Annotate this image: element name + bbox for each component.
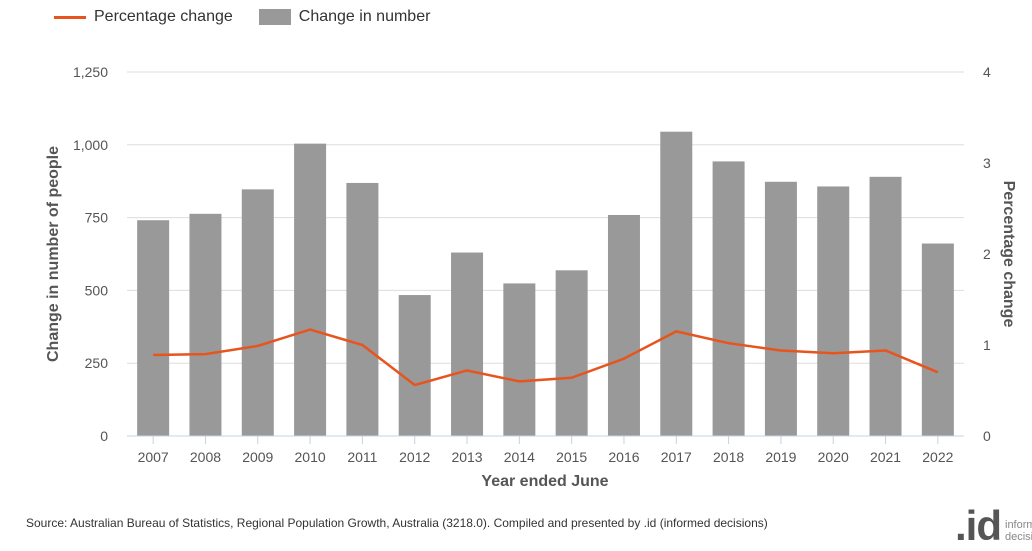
combo-chart: 0 250 500 750 1,000 1,250 0 1 2 3 4 2007 2008 2009 201… <box>45 64 1017 490</box>
x-tick-label: 2012 <box>399 449 430 465</box>
logo-text-line-2: decisi <box>1005 531 1032 543</box>
legend-label-percentage-change: Percentage change <box>94 8 233 25</box>
id-logo[interactable]: .id inform decisi <box>955 505 1032 547</box>
bar[interactable] <box>921 243 954 436</box>
x-tick-label: 2019 <box>765 449 796 465</box>
legend-item-percentage-change[interactable]: Percentage change <box>54 8 233 26</box>
x-axis-title: Year ended June <box>481 473 608 490</box>
y2-tick-label: 1 <box>983 337 991 353</box>
chart-legend: Percentage change Change in number <box>54 8 430 26</box>
y2-tick-label: 3 <box>983 155 991 171</box>
bar[interactable] <box>241 189 274 436</box>
bar[interactable] <box>503 283 536 436</box>
logo-text-line-1: inform <box>1005 519 1032 531</box>
logo-text: inform decisi <box>1005 519 1032 543</box>
x-tick-label: 2021 <box>870 449 901 465</box>
bar[interactable] <box>294 143 327 436</box>
x-tick-label: 2018 <box>713 449 744 465</box>
y-tick-label: 500 <box>85 282 109 298</box>
bar[interactable] <box>451 252 484 436</box>
x-tick-label: 2020 <box>818 449 849 465</box>
legend-line-swatch <box>54 15 86 19</box>
bar[interactable] <box>607 214 640 436</box>
line-series <box>153 328 939 387</box>
y-tick-label: 0 <box>100 428 108 444</box>
x-tick-label: 2008 <box>190 449 221 465</box>
x-tick-label: 2022 <box>922 449 953 465</box>
percentage-change-line[interactable] <box>153 328 939 387</box>
bar[interactable] <box>660 131 693 437</box>
y2-tick-label: 4 <box>983 64 991 80</box>
bar[interactable] <box>189 213 222 436</box>
bar-series <box>137 131 954 437</box>
x-tick-label: 2007 <box>138 449 169 465</box>
source-note: Source: Australian Bureau of Statistics,… <box>26 516 768 530</box>
bar[interactable] <box>764 181 797 436</box>
x-tick-label: 2009 <box>242 449 273 465</box>
bar[interactable] <box>555 270 588 436</box>
x-tick-label: 2014 <box>504 449 535 465</box>
axes: 0 250 500 750 1,000 1,250 0 1 2 3 4 2007 2008 2009 201… <box>73 64 991 465</box>
y2-tick-label: 0 <box>983 428 991 444</box>
bar[interactable] <box>712 161 745 436</box>
x-tick-label: 2016 <box>608 449 639 465</box>
legend-item-change-in-number[interactable]: Change in number <box>258 8 431 26</box>
bar[interactable] <box>137 220 170 436</box>
logo-mark: .id <box>955 502 1002 549</box>
x-tick-label: 2015 <box>556 449 587 465</box>
bar[interactable] <box>398 295 431 436</box>
bar[interactable] <box>817 186 850 436</box>
y-tick-label: 750 <box>85 210 109 226</box>
bar[interactable] <box>346 182 379 436</box>
x-tick-label: 2013 <box>451 449 482 465</box>
x-tick-label: 2017 <box>661 449 692 465</box>
y-axis-title: Change in number of people <box>45 146 62 362</box>
x-tick-label: 2011 <box>347 449 377 465</box>
y-tick-label: 1,250 <box>73 64 108 80</box>
legend-bar-swatch <box>258 9 291 25</box>
legend-label-change-in-number: Change in number <box>298 8 431 25</box>
bar[interactable] <box>869 176 902 436</box>
x-tick-label: 2010 <box>295 449 326 465</box>
y2-axis-title: Percentage change <box>1000 181 1017 328</box>
y-tick-label: 1,000 <box>73 137 108 153</box>
y-tick-label: 250 <box>85 355 109 371</box>
y2-tick-label: 2 <box>983 246 991 262</box>
